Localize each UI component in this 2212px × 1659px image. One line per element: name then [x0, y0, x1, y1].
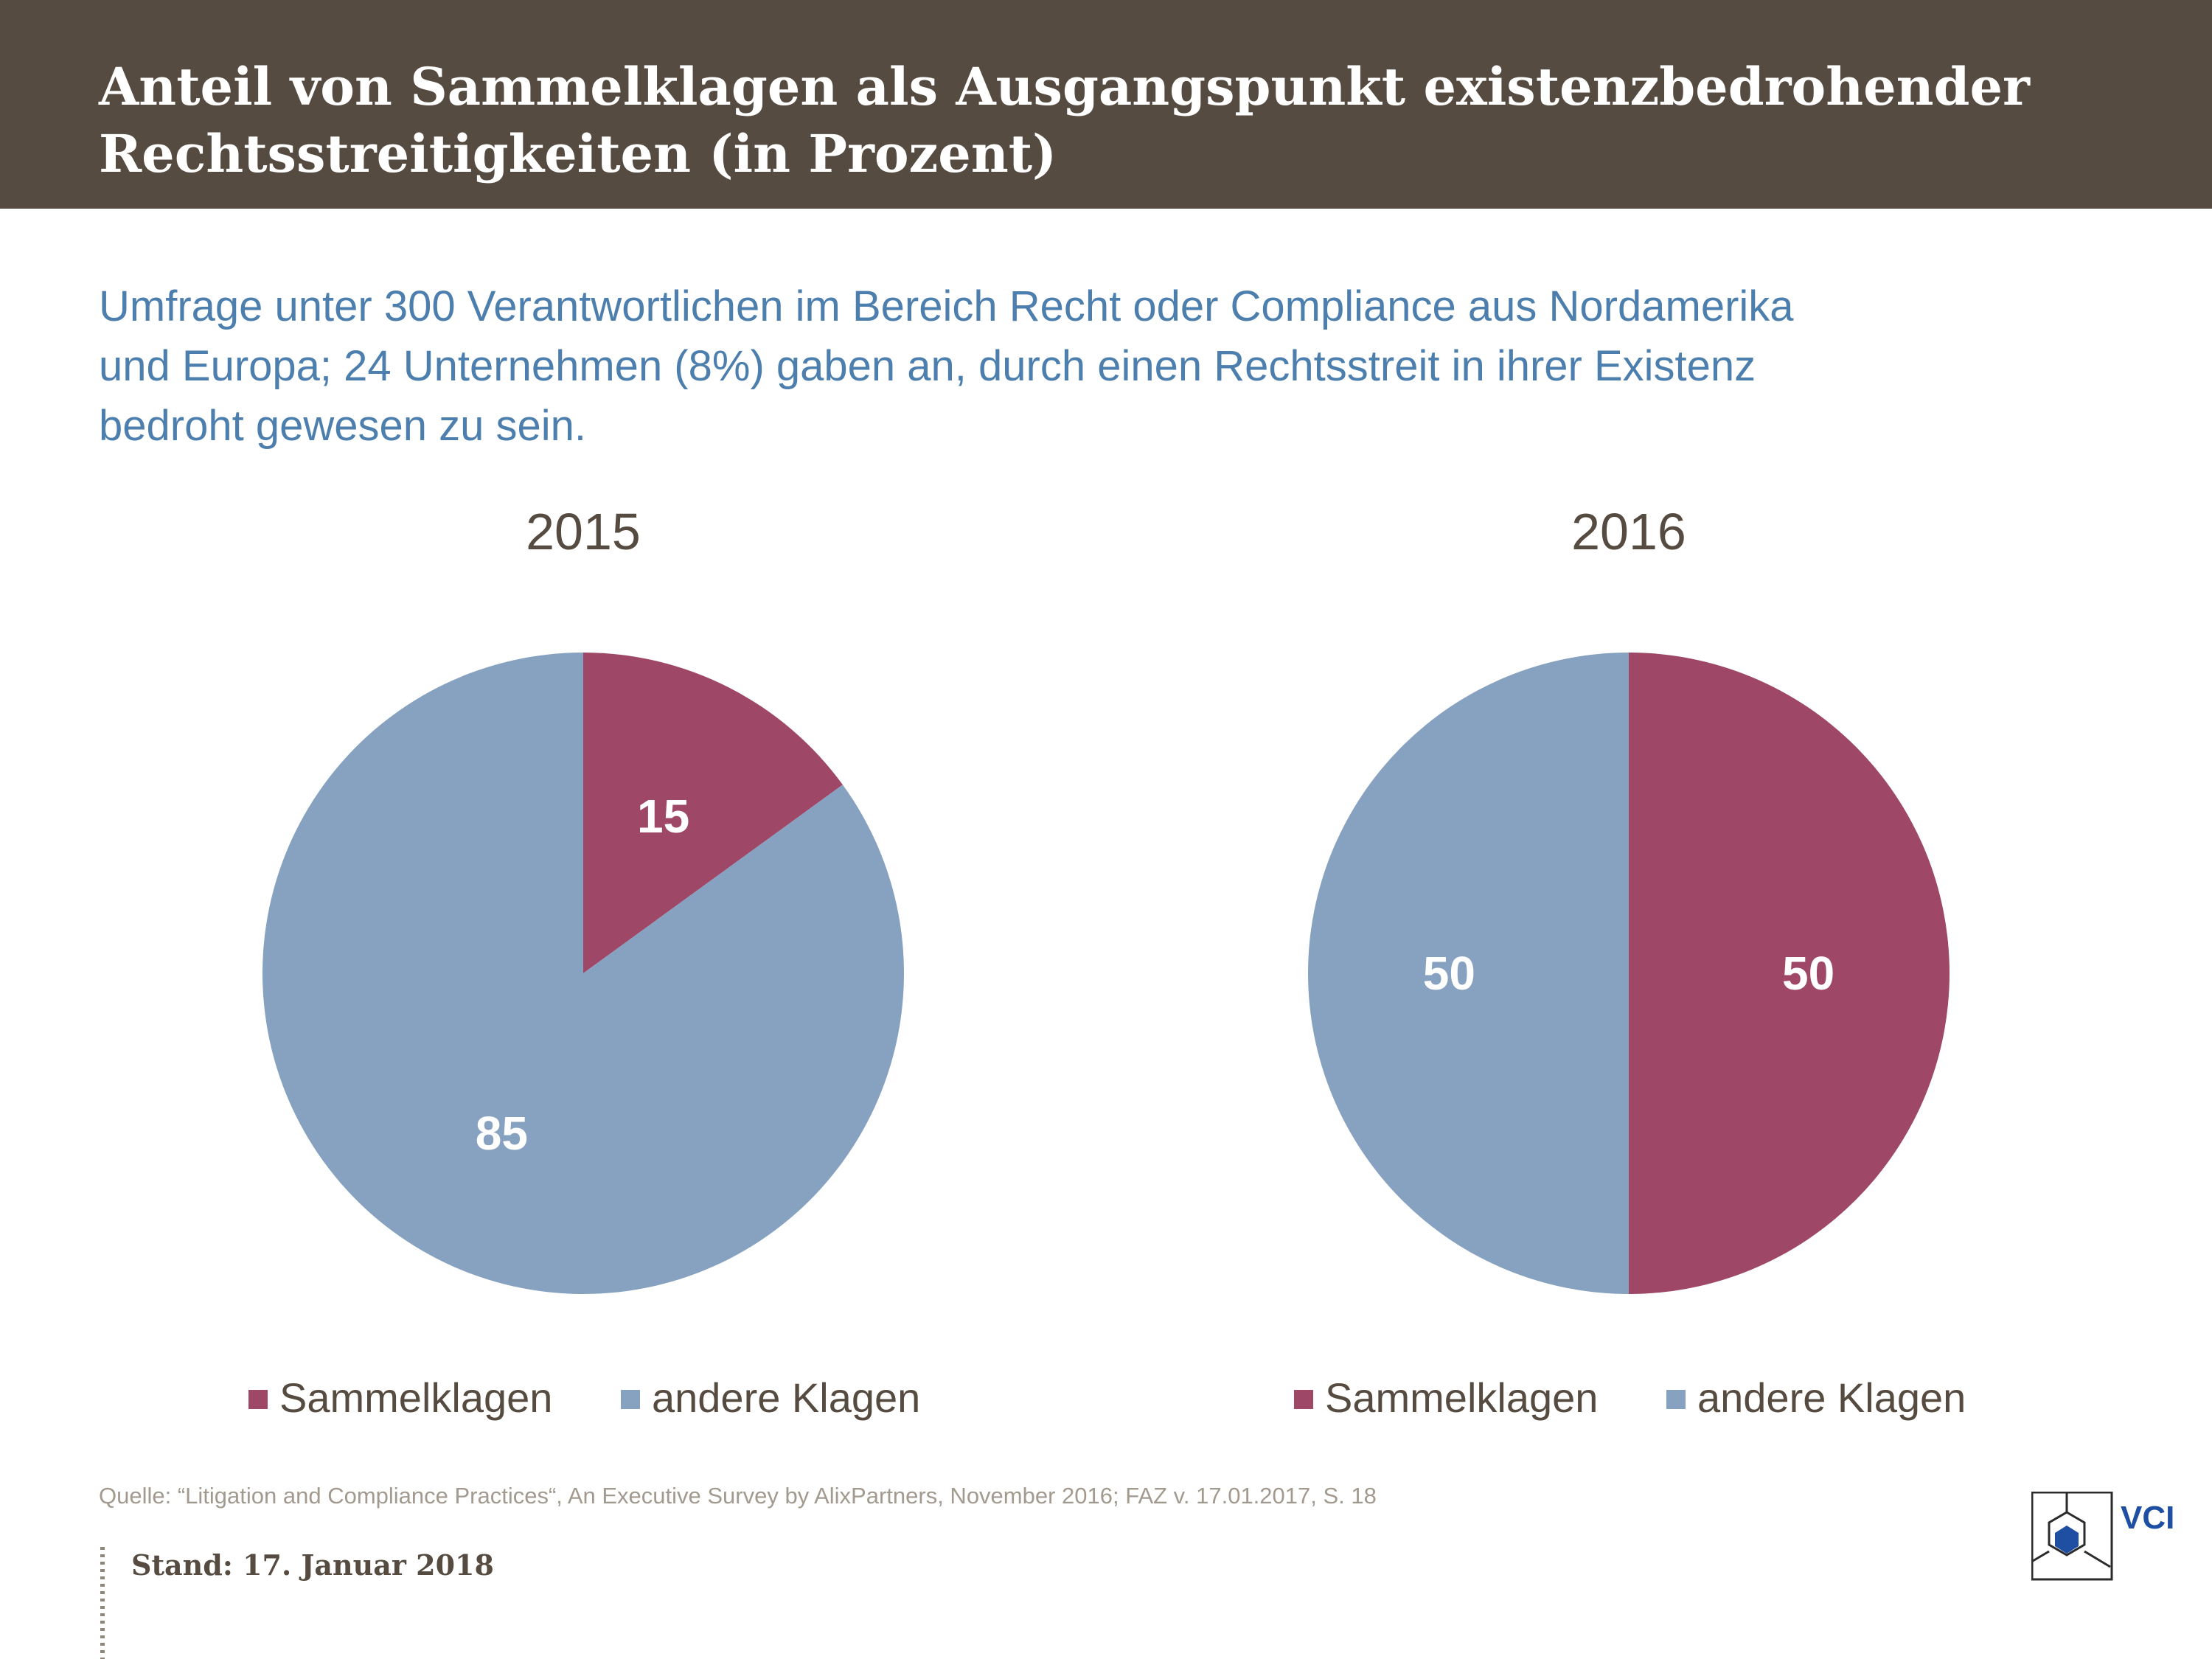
logo-frame: [2031, 1492, 2113, 1581]
legend-swatch-sammelklagen: [1294, 1390, 1313, 1409]
chart-title: 2015: [526, 503, 641, 560]
pie-chart-2016: 2016 50 50 Sammelklagen andere Klagen: [1294, 503, 1966, 1421]
page-title: Anteil von Sammelklagen als Ausgangspunk…: [99, 53, 2163, 187]
legend-label: Sammelklagen: [1325, 1374, 1598, 1421]
data-label: 50: [1423, 947, 1475, 1000]
legend-swatch-andere-klagen: [1666, 1390, 1686, 1409]
header-bar: Anteil von Sammelklagen als Ausgangspunk…: [0, 0, 2212, 209]
pie-slice-sammelklagen: [583, 653, 843, 973]
pie-slice-andere-klagen: [262, 653, 905, 1294]
vci-hexagon-logo-icon: [2032, 1493, 2111, 1568]
logo-text: VCI: [2121, 1500, 2174, 1536]
page-title-line-2: Rechtsstreitigkeiten (in Prozent): [99, 123, 1057, 184]
subtitle-line-3: bedroht gewesen zu sein.: [99, 402, 586, 450]
pie-slice-sammelklagen: [1629, 653, 1950, 1294]
subtitle-line-2: und Europa; 24 Unternehmen (8%) gaben an…: [99, 342, 1756, 390]
source-note: Quelle: “Litigation and Compliance Pract…: [99, 1483, 1377, 1509]
stand-date: Stand: 17. Januar 2018: [131, 1548, 494, 1582]
page-subtitle: Umfrage unter 300 Verantwortlichen im Be…: [99, 276, 2178, 456]
legend-swatch-andere-klagen: [621, 1390, 640, 1409]
pie-chart-2015: 2015 15 85 Sammelklagen andere Klagen: [248, 503, 920, 1421]
legend-swatch-sammelklagen: [248, 1390, 268, 1409]
legend-label: Sammelklagen: [279, 1374, 552, 1421]
data-label: 85: [476, 1107, 528, 1160]
data-label: 50: [1782, 947, 1834, 1000]
pie-slice-andere-klagen: [1308, 653, 1629, 1294]
dotted-divider: [100, 1547, 105, 1659]
chart-title: 2016: [1571, 503, 1686, 560]
legend-label: andere Klagen: [1697, 1374, 1966, 1421]
data-label: 15: [637, 790, 689, 843]
legend-label: andere Klagen: [652, 1374, 920, 1421]
vci-logo: VCI: [2031, 1492, 2174, 1581]
page-title-line-1: Anteil von Sammelklagen als Ausgangspunk…: [99, 56, 2030, 117]
subtitle-line-1: Umfrage unter 300 Verantwortlichen im Be…: [99, 282, 1794, 330]
